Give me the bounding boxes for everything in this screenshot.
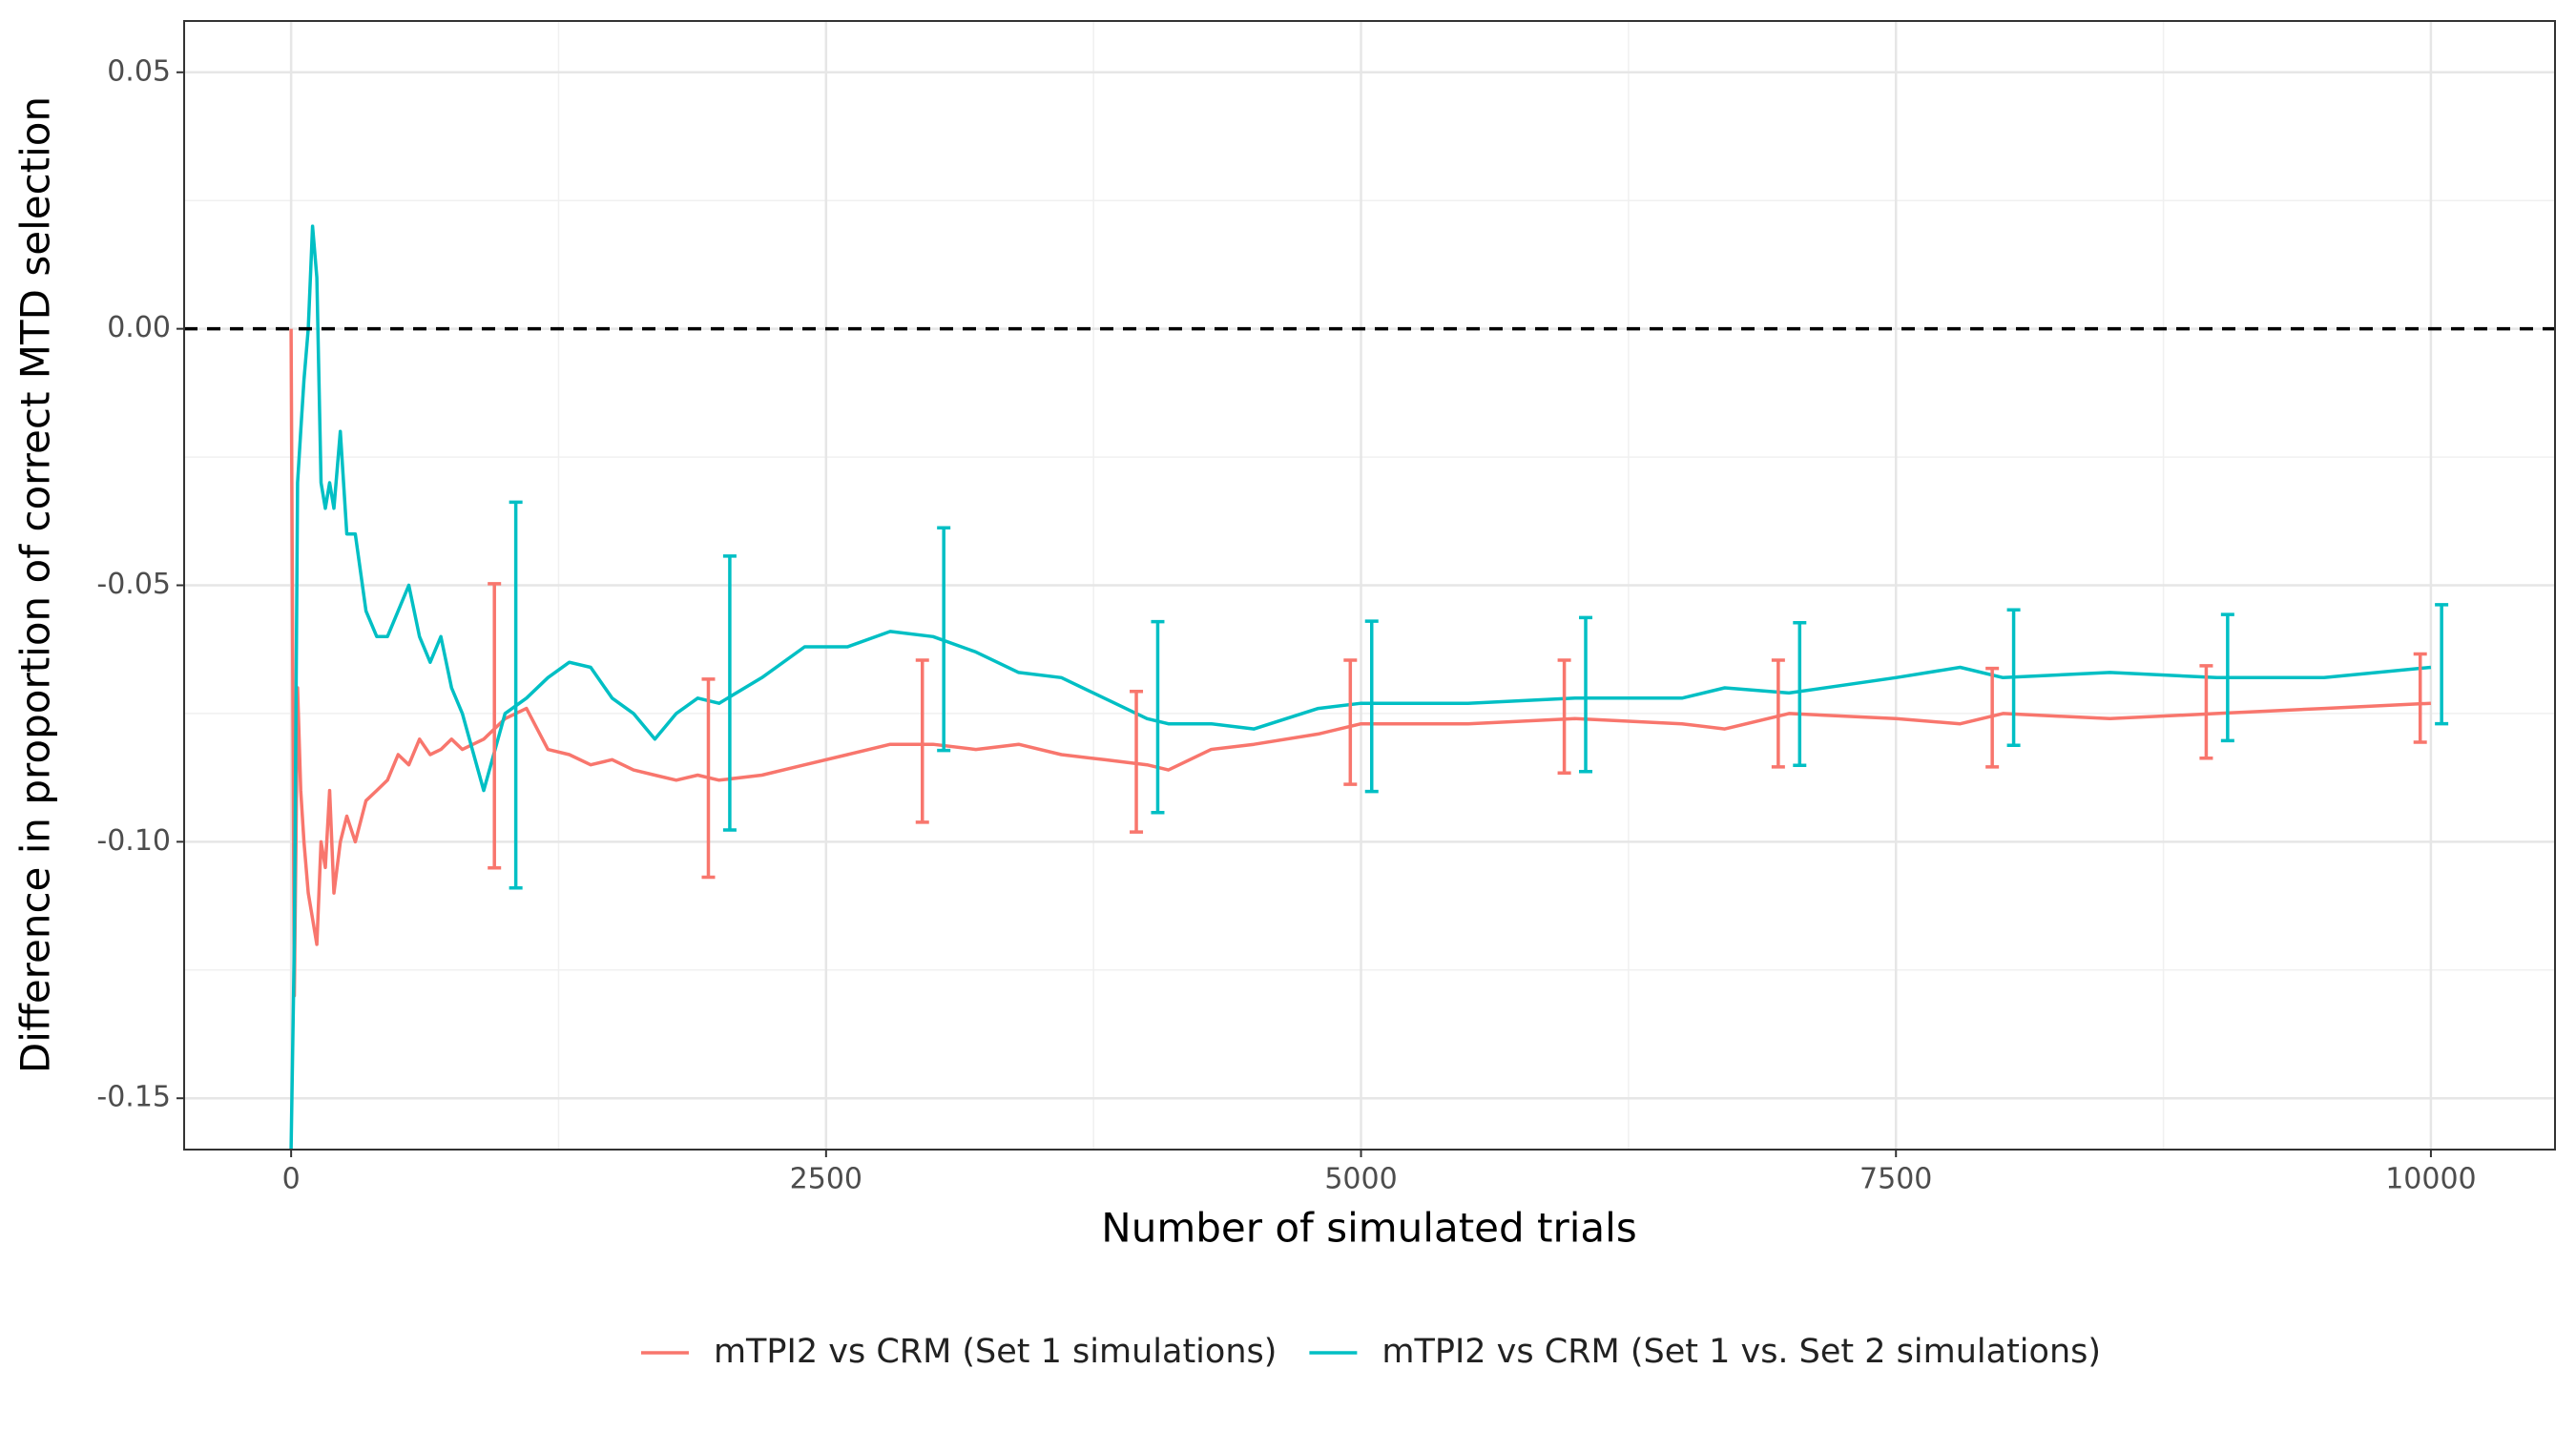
line (289, 224, 2432, 1151)
y-tick-label: -0.10 (96, 824, 171, 858)
error-bar (937, 526, 951, 753)
error-bar (1343, 658, 1358, 786)
error-bar (509, 500, 523, 890)
error-bar (1793, 621, 1807, 767)
x-tick-label: 2500 (790, 1163, 862, 1196)
error-bar (2006, 608, 2021, 748)
y-tick-label: 0.00 (107, 311, 171, 344)
x-tick-label: 7500 (1859, 1163, 1932, 1196)
y-axis-title: Difference in proportion of correct MTD … (12, 96, 59, 1073)
error-bar (2413, 652, 2427, 744)
error-bar (1130, 690, 1144, 834)
error-bar (915, 658, 929, 824)
error-bar (2220, 612, 2234, 743)
legend-label: mTPI2 vs CRM (Set 1 vs. Set 2 simulation… (1381, 1333, 2101, 1371)
plot-border (183, 20, 2556, 1151)
x-tick-label: 0 (282, 1163, 301, 1196)
y-tick-label: 0.05 (107, 54, 171, 88)
line (289, 328, 2431, 998)
error-bar (701, 677, 716, 880)
error-bar (1771, 658, 1785, 769)
x-tick-label: 5000 (1324, 1163, 1397, 1196)
error-bar (1364, 619, 1379, 794)
error-bar (1557, 658, 1571, 776)
x-tick-label: 10000 (2385, 1163, 2476, 1196)
error-bar (722, 554, 737, 832)
y-tick-label: -0.15 (96, 1081, 171, 1114)
y-tick-label: -0.05 (96, 568, 171, 601)
error-bar (488, 582, 502, 870)
x-axis-title: Number of simulated trials (1101, 1205, 1636, 1252)
error-bar (2199, 664, 2213, 760)
error-bar (2435, 603, 2449, 726)
error-bar (1579, 615, 1593, 774)
legend-label: mTPI2 vs CRM (Set 1 simulations) (714, 1333, 1277, 1371)
error-bar (1985, 666, 2000, 769)
error-bar (1151, 619, 1165, 815)
